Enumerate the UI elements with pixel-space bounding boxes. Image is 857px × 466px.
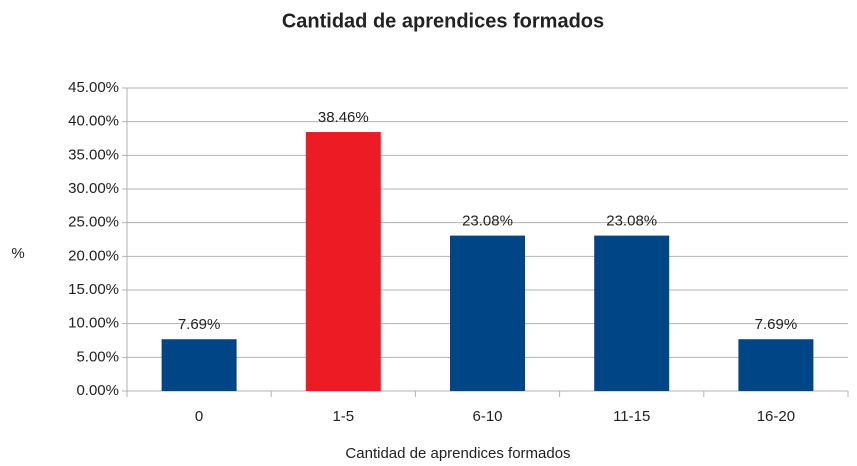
x-tick-label: 16-20	[757, 408, 795, 425]
x-tick-label: 1-5	[332, 408, 354, 425]
bar	[738, 339, 814, 391]
y-axis-label: %	[11, 245, 24, 262]
chart-title: Cantidad de aprendices formados	[282, 10, 604, 32]
y-tick-label: 40.00%	[68, 113, 119, 130]
bar	[450, 235, 525, 391]
y-tick-label: 15.00%	[68, 281, 119, 298]
x-axis-label: Cantidad de aprendices formados	[345, 445, 570, 462]
x-tick-label: 6-10	[472, 408, 502, 425]
x-tick-label: 0	[195, 408, 203, 425]
data-label: 23.08%	[606, 213, 657, 230]
y-tick-label: 30.00%	[68, 180, 119, 197]
y-tick-label: 25.00%	[68, 214, 119, 231]
y-tick-label: 45.00%	[68, 79, 119, 96]
y-tick-label: 20.00%	[68, 247, 119, 264]
bar	[594, 235, 670, 391]
bar	[305, 132, 381, 391]
y-tick-label: 0.00%	[76, 382, 119, 399]
data-label: 7.69%	[755, 316, 798, 333]
y-tick-label: 10.00%	[68, 315, 119, 332]
y-tick-label: 35.00%	[68, 146, 119, 163]
data-label: 7.69%	[178, 316, 221, 333]
bar	[161, 339, 237, 391]
y-tick-label: 5.00%	[76, 348, 119, 365]
data-label: 38.46%	[318, 109, 369, 126]
x-tick-label: 11-15	[613, 408, 650, 425]
data-label: 23.08%	[462, 213, 513, 230]
